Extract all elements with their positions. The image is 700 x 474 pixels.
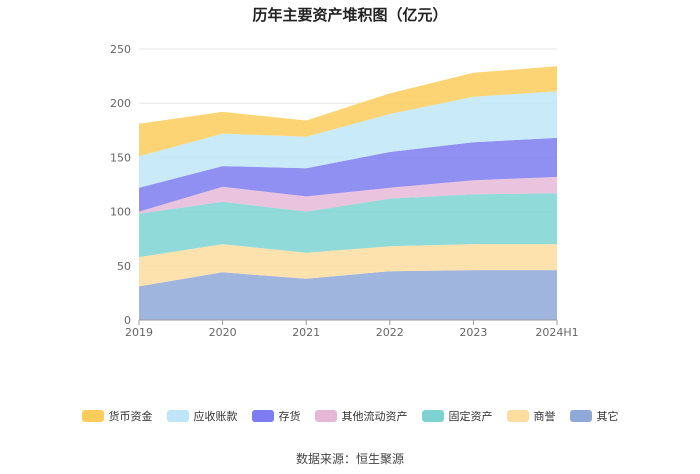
legend-item[interactable]: 固定资产	[421, 408, 493, 424]
x-tick-label: 2024H1	[535, 326, 578, 339]
legend-swatch	[314, 410, 337, 422]
area-商誉	[139, 244, 557, 287]
y-tick-label: 150	[110, 151, 131, 164]
legend-swatch	[421, 410, 444, 422]
legend-label: 存货	[278, 410, 301, 423]
y-tick-label: 50	[117, 260, 131, 273]
legend-label: 商誉	[533, 410, 556, 423]
y-tick-label: 0	[124, 314, 131, 327]
x-tick-label: 2019	[125, 326, 153, 339]
legend-item[interactable]: 商誉	[506, 408, 556, 424]
y-tick-label: 100	[110, 206, 131, 219]
y-tick-label: 250	[110, 43, 131, 56]
legend-label: 应收账款	[193, 410, 238, 423]
data-source: 数据来源：恒生聚源	[295, 452, 404, 466]
chart-title: 历年主要资产堆积图（亿元）	[252, 6, 448, 24]
area-其它	[139, 270, 557, 320]
legend-item[interactable]: 货币资金	[81, 408, 153, 424]
x-tick-label: 2023	[459, 326, 487, 339]
area-固定资产	[139, 193, 557, 258]
legend-swatch	[81, 410, 104, 422]
legend-label: 其他流动资产	[341, 410, 408, 423]
legend-item[interactable]: 其它	[569, 408, 619, 424]
area-存货	[139, 137, 557, 212]
area-其他流动资产	[139, 176, 557, 214]
area-应收账款	[139, 91, 557, 188]
legend-swatch	[506, 410, 529, 422]
legend-item[interactable]: 应收账款	[166, 408, 238, 424]
legend-item[interactable]: 存货	[251, 408, 301, 424]
axes: 0 50 100 150 200 250 2019 2020 2021 2022 2023 2024H…	[110, 43, 579, 339]
stacked-area-chart: 0 50 100 150 200 250 2019 2020 2021 2022 2023 2024H…	[110, 43, 579, 339]
legend-swatch	[569, 410, 592, 422]
x-tick-label: 2020	[209, 326, 237, 339]
area-series	[139, 66, 557, 320]
legend-item[interactable]: 其他流动资产	[314, 408, 408, 424]
legend-swatch	[166, 410, 189, 422]
x-tick-label: 2021	[292, 326, 320, 339]
y-tick-label: 200	[110, 97, 131, 110]
legend: 货币资金 应收账款 存货 其他流动资产 固定资产 商誉 其它	[0, 408, 700, 424]
legend-swatch	[251, 410, 274, 422]
area-货币资金	[139, 66, 557, 157]
x-tick-label: 2022	[376, 326, 404, 339]
legend-label: 货币资金	[108, 410, 153, 423]
legend-label: 固定资产	[448, 410, 493, 423]
legend-label: 其它	[596, 410, 619, 423]
